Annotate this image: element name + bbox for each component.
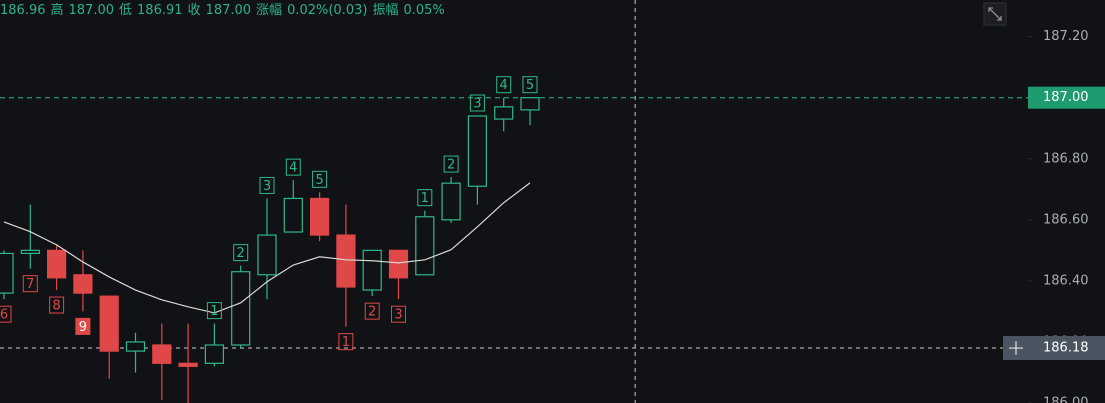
seq-label: 1 <box>342 335 350 350</box>
seq-label: 9 <box>79 320 87 335</box>
candle-body <box>125 341 146 352</box>
seq-box <box>22 275 38 293</box>
info-item: 收 <box>188 3 201 18</box>
info-item: 186.91 <box>137 3 183 18</box>
crosshair-plus <box>1009 341 1023 356</box>
seq-label: 2 <box>237 246 245 261</box>
seq-label: 3 <box>473 97 481 112</box>
seq-label: 3 <box>263 179 271 194</box>
seq-box <box>206 302 222 320</box>
seq-box <box>75 317 91 335</box>
seq-label: 6 <box>0 308 8 323</box>
candle-body <box>310 197 330 236</box>
info-item: 高 <box>51 2 64 18</box>
seq-box <box>391 305 406 323</box>
seq-box <box>364 302 380 320</box>
seq-label: 3 <box>394 308 402 323</box>
ma-line <box>3 182 531 314</box>
candle-body <box>388 249 409 279</box>
seq-box <box>312 170 328 188</box>
seq-label: 7 <box>26 277 34 292</box>
seq-box <box>0 305 12 323</box>
seq-box <box>469 94 485 112</box>
info-bar: 186.96 高 187.00 低 186.91 收 187.00 涨幅 0.02%(0.03)… <box>0 2 445 18</box>
seq-box <box>338 333 354 351</box>
candle-body <box>415 216 435 276</box>
info-item: 涨幅 <box>256 3 282 18</box>
seq-label: 1 <box>210 304 218 319</box>
crosshair-label: 186.18 <box>1043 341 1089 356</box>
candle-body <box>257 234 277 276</box>
candle-body <box>178 362 198 367</box>
seq-box <box>522 76 538 94</box>
seq-box <box>443 155 459 173</box>
seq-label: 8 <box>52 299 60 314</box>
seq-label: 5 <box>526 78 534 93</box>
seq-box <box>259 176 275 194</box>
seq-label: 2 <box>447 158 455 173</box>
info-item: 187.00 <box>69 3 115 18</box>
y-tick-label: 186.60 <box>1043 212 1089 227</box>
candle-body <box>99 295 119 352</box>
candle-body <box>73 274 93 294</box>
y-tick-label: 186.00 <box>1043 396 1089 403</box>
candle-body <box>204 344 224 364</box>
y-tick-label: 186.80 <box>1043 151 1089 166</box>
info-item: 0.05% <box>403 3 444 18</box>
candle-body <box>441 182 461 221</box>
y-tick-label: 187.20 <box>1043 29 1089 44</box>
last-price-box <box>1028 86 1105 109</box>
info-item: 0.02%(0.03) <box>287 3 367 18</box>
expand-icon[interactable] <box>983 2 1007 26</box>
candle-body <box>0 252 14 294</box>
seq-label: 1 <box>421 191 429 206</box>
info-item: 187.00 <box>206 3 252 18</box>
seq-label: 4 <box>500 78 508 93</box>
candle-body <box>20 249 40 255</box>
y-tick-label: 186.40 <box>1043 273 1089 288</box>
seq-box <box>49 296 65 314</box>
seq-box <box>496 76 512 94</box>
candle-body <box>467 115 487 187</box>
candle-body <box>336 234 356 288</box>
candle-body <box>283 197 303 233</box>
candle-body <box>362 249 382 291</box>
seq-label: 5 <box>315 173 323 188</box>
seq-box <box>285 158 301 176</box>
seq-label: 2 <box>368 305 376 320</box>
info-item: 低 <box>119 3 132 18</box>
candle-body <box>231 271 251 346</box>
seq-box <box>417 189 433 207</box>
info-item: 振幅 <box>372 3 398 18</box>
plot: 1 2 3 4 5 1 2 3 4 5 6 7 8 9 1 2 3 <box>0 0 1028 403</box>
candle-body <box>46 249 67 279</box>
seq-box <box>233 244 249 262</box>
info-item: 186.96 <box>0 3 46 18</box>
candle-body <box>152 344 172 364</box>
candle-body <box>494 106 514 120</box>
last-price-label: 187.00 <box>1043 90 1089 105</box>
candle-body <box>520 97 540 111</box>
seq-label: 4 <box>289 161 297 176</box>
